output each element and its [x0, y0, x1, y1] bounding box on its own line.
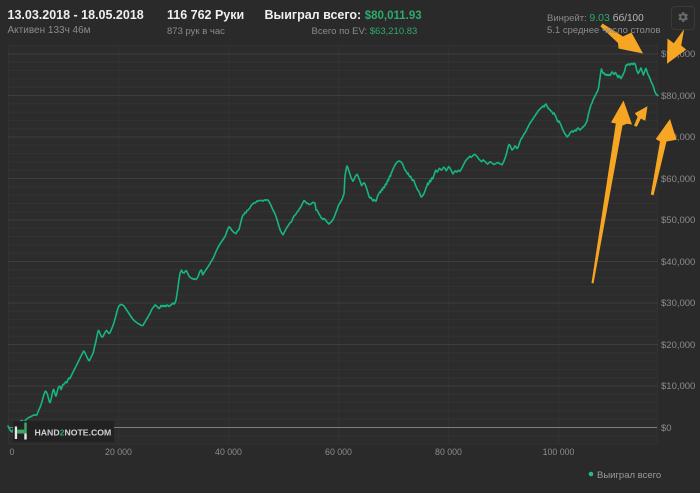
svg-text:0: 0: [10, 447, 15, 457]
svg-text:$50,000: $50,000: [661, 215, 695, 226]
svg-text:20 000: 20 000: [105, 447, 132, 457]
svg-text:40 000: 40 000: [215, 447, 242, 457]
svg-text:Выиграл всего: Выиграл всего: [597, 470, 661, 481]
svg-text:$0: $0: [661, 423, 672, 434]
svg-text:60 000: 60 000: [325, 447, 352, 457]
svg-text:$70,000: $70,000: [661, 132, 695, 143]
svg-text:$40,000: $40,000: [661, 257, 695, 268]
svg-text:$30,000: $30,000: [661, 298, 695, 309]
svg-text:$10,000: $10,000: [661, 381, 695, 392]
svg-text:$20,000: $20,000: [661, 340, 695, 351]
svg-text:80 000: 80 000: [435, 447, 462, 457]
svg-text:HAND2NOTE.COM: HAND2NOTE.COM: [35, 428, 112, 438]
svg-text:$80,000: $80,000: [661, 91, 695, 102]
svg-text:$60,000: $60,000: [661, 174, 695, 185]
svg-text:100 000: 100 000: [543, 447, 575, 457]
